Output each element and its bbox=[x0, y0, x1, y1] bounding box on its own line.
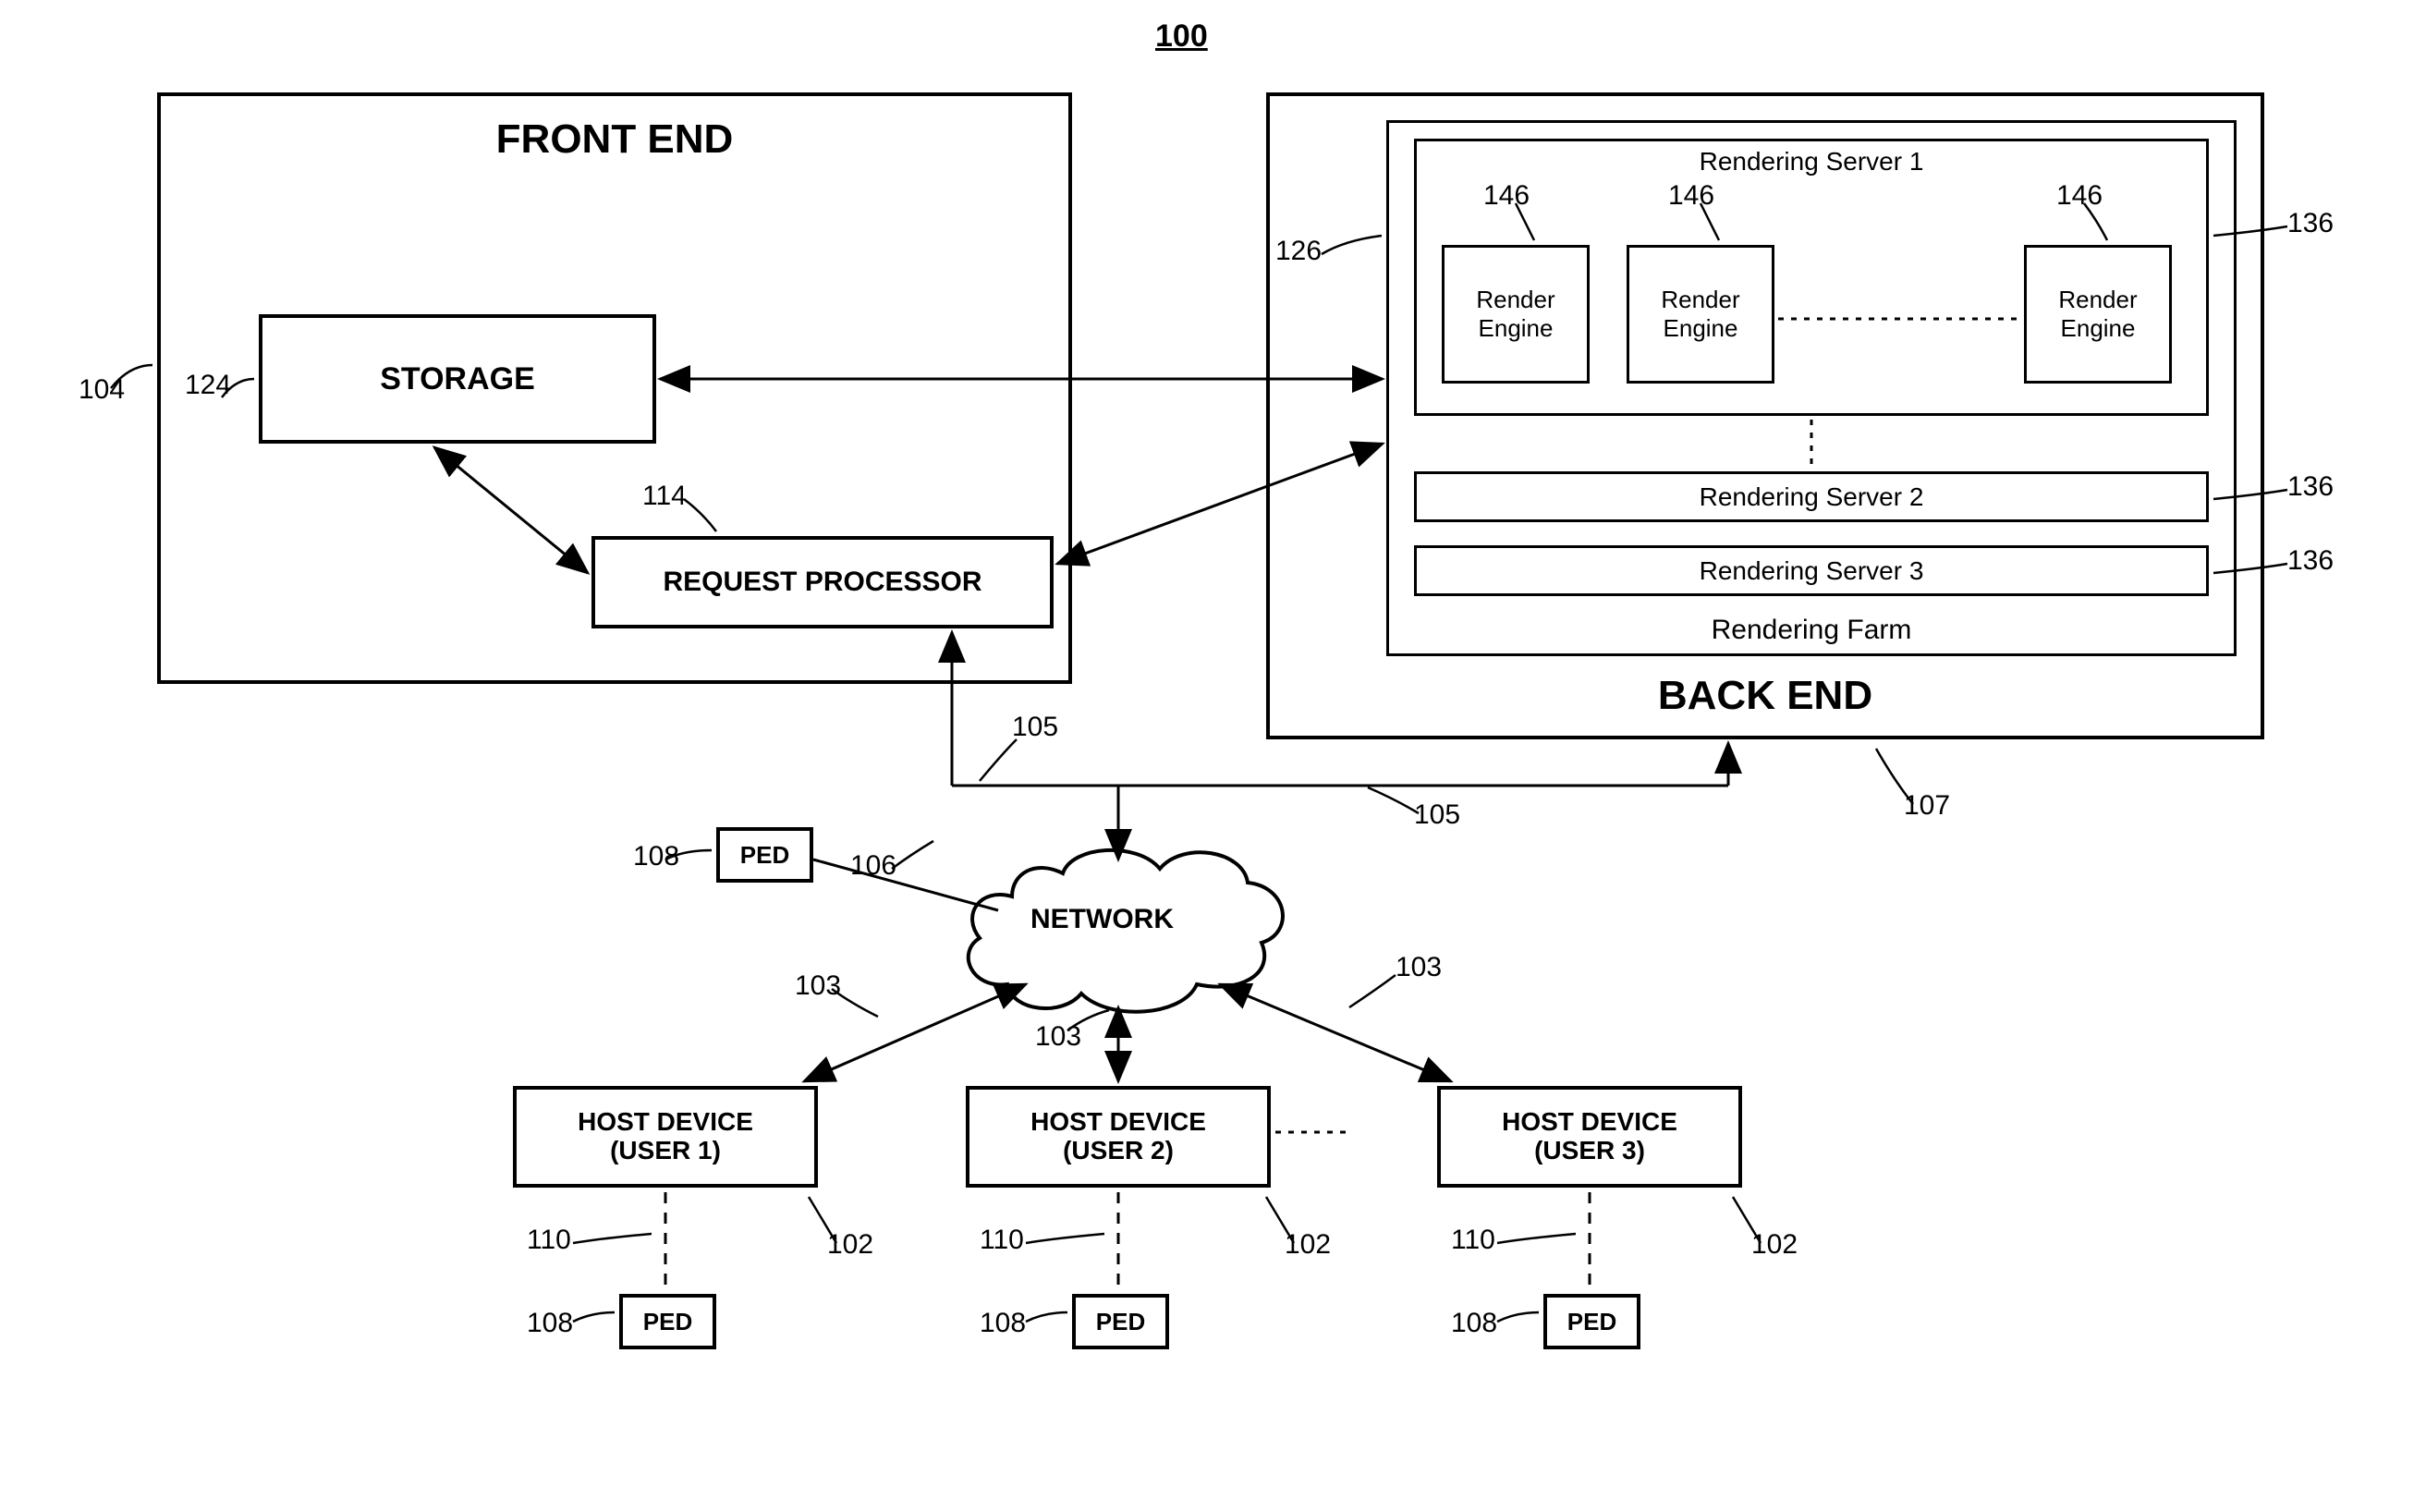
ref-108-1: 108 bbox=[527, 1308, 573, 1339]
storage-box: STORAGE bbox=[259, 314, 656, 444]
back-end-title: BACK END bbox=[1658, 673, 1872, 719]
ref-108-2: 108 bbox=[980, 1308, 1026, 1339]
host-1-line1: HOST DEVICE bbox=[578, 1108, 753, 1137]
ref-146-2: 146 bbox=[1668, 180, 1714, 212]
ref-124: 124 bbox=[185, 370, 231, 401]
ped-3-box: PED bbox=[1543, 1294, 1640, 1349]
request-processor-label: REQUEST PROCESSOR bbox=[663, 567, 981, 598]
ped-2-label: PED bbox=[1096, 1308, 1145, 1336]
ref-126: 126 bbox=[1275, 236, 1322, 267]
figure-ref: 100 bbox=[1155, 18, 1208, 55]
host-3-line2: (USER 3) bbox=[1534, 1137, 1645, 1165]
ref-136-2: 136 bbox=[2287, 471, 2334, 503]
rendering-server-3-box: Rendering Server 3 bbox=[1414, 545, 2209, 596]
render-engine-3-box: Render Engine bbox=[2024, 245, 2172, 384]
storage-label: STORAGE bbox=[380, 361, 535, 397]
host-1-line2: (USER 1) bbox=[610, 1137, 721, 1165]
rendering-server-2-label: Rendering Server 2 bbox=[1700, 482, 1924, 512]
host-2-line1: HOST DEVICE bbox=[1030, 1108, 1206, 1137]
ref-114: 114 bbox=[642, 481, 687, 512]
render-engine-2-box: Render Engine bbox=[1627, 245, 1774, 384]
ref-104: 104 bbox=[79, 374, 125, 406]
ref-108-3: 108 bbox=[1451, 1308, 1497, 1339]
host-3-line1: HOST DEVICE bbox=[1502, 1108, 1677, 1137]
ref-146-3: 146 bbox=[2056, 180, 2103, 212]
ref-136-3: 136 bbox=[2287, 545, 2334, 577]
request-processor-box: REQUEST PROCESSOR bbox=[591, 536, 1054, 628]
ref-110-3: 110 bbox=[1451, 1225, 1495, 1256]
ped-top-box: PED bbox=[716, 827, 813, 883]
ref-103-3: 103 bbox=[1396, 952, 1442, 983]
ref-102-2: 102 bbox=[1285, 1229, 1331, 1261]
render-engine-1-label: Render Engine bbox=[1476, 286, 1554, 343]
ref-107: 107 bbox=[1904, 790, 1950, 822]
ref-110-1: 110 bbox=[527, 1225, 571, 1256]
host-2-box: HOST DEVICE (USER 2) bbox=[966, 1086, 1271, 1188]
ref-110-2: 110 bbox=[980, 1225, 1024, 1256]
rendering-farm-label: Rendering Farm bbox=[1712, 615, 1912, 646]
ped-2-box: PED bbox=[1072, 1294, 1169, 1349]
ref-108-top: 108 bbox=[633, 841, 679, 872]
host-2-line2: (USER 2) bbox=[1063, 1137, 1174, 1165]
ped-1-box: PED bbox=[619, 1294, 716, 1349]
ref-106: 106 bbox=[850, 850, 896, 882]
ref-136-1: 136 bbox=[2287, 208, 2334, 239]
front-end-title: FRONT END bbox=[496, 116, 734, 163]
ref-105-2: 105 bbox=[1414, 799, 1460, 831]
system-architecture-diagram: 100 FRONT END STORAGE REQUEST PROCESSOR … bbox=[0, 0, 2426, 1512]
rendering-server-1-label: Rendering Server 1 bbox=[1700, 147, 1924, 177]
ref-103-1: 103 bbox=[795, 970, 841, 1002]
ref-103-2: 103 bbox=[1035, 1021, 1081, 1053]
network-label: NETWORK bbox=[1030, 904, 1174, 935]
ped-top-label: PED bbox=[740, 841, 789, 870]
ref-102-3: 102 bbox=[1751, 1229, 1798, 1261]
ped-3-label: PED bbox=[1567, 1308, 1616, 1336]
rendering-server-3-label: Rendering Server 3 bbox=[1700, 556, 1924, 586]
ped-1-label: PED bbox=[643, 1308, 692, 1336]
rendering-server-2-box: Rendering Server 2 bbox=[1414, 471, 2209, 522]
host-1-box: HOST DEVICE (USER 1) bbox=[513, 1086, 818, 1188]
host-3-box: HOST DEVICE (USER 3) bbox=[1437, 1086, 1742, 1188]
ref-102-1: 102 bbox=[827, 1229, 873, 1261]
render-engine-2-label: Render Engine bbox=[1661, 286, 1739, 343]
ref-105-1: 105 bbox=[1012, 712, 1058, 743]
render-engine-3-label: Render Engine bbox=[2058, 286, 2137, 343]
ref-146-1: 146 bbox=[1483, 180, 1530, 212]
render-engine-1-box: Render Engine bbox=[1442, 245, 1590, 384]
